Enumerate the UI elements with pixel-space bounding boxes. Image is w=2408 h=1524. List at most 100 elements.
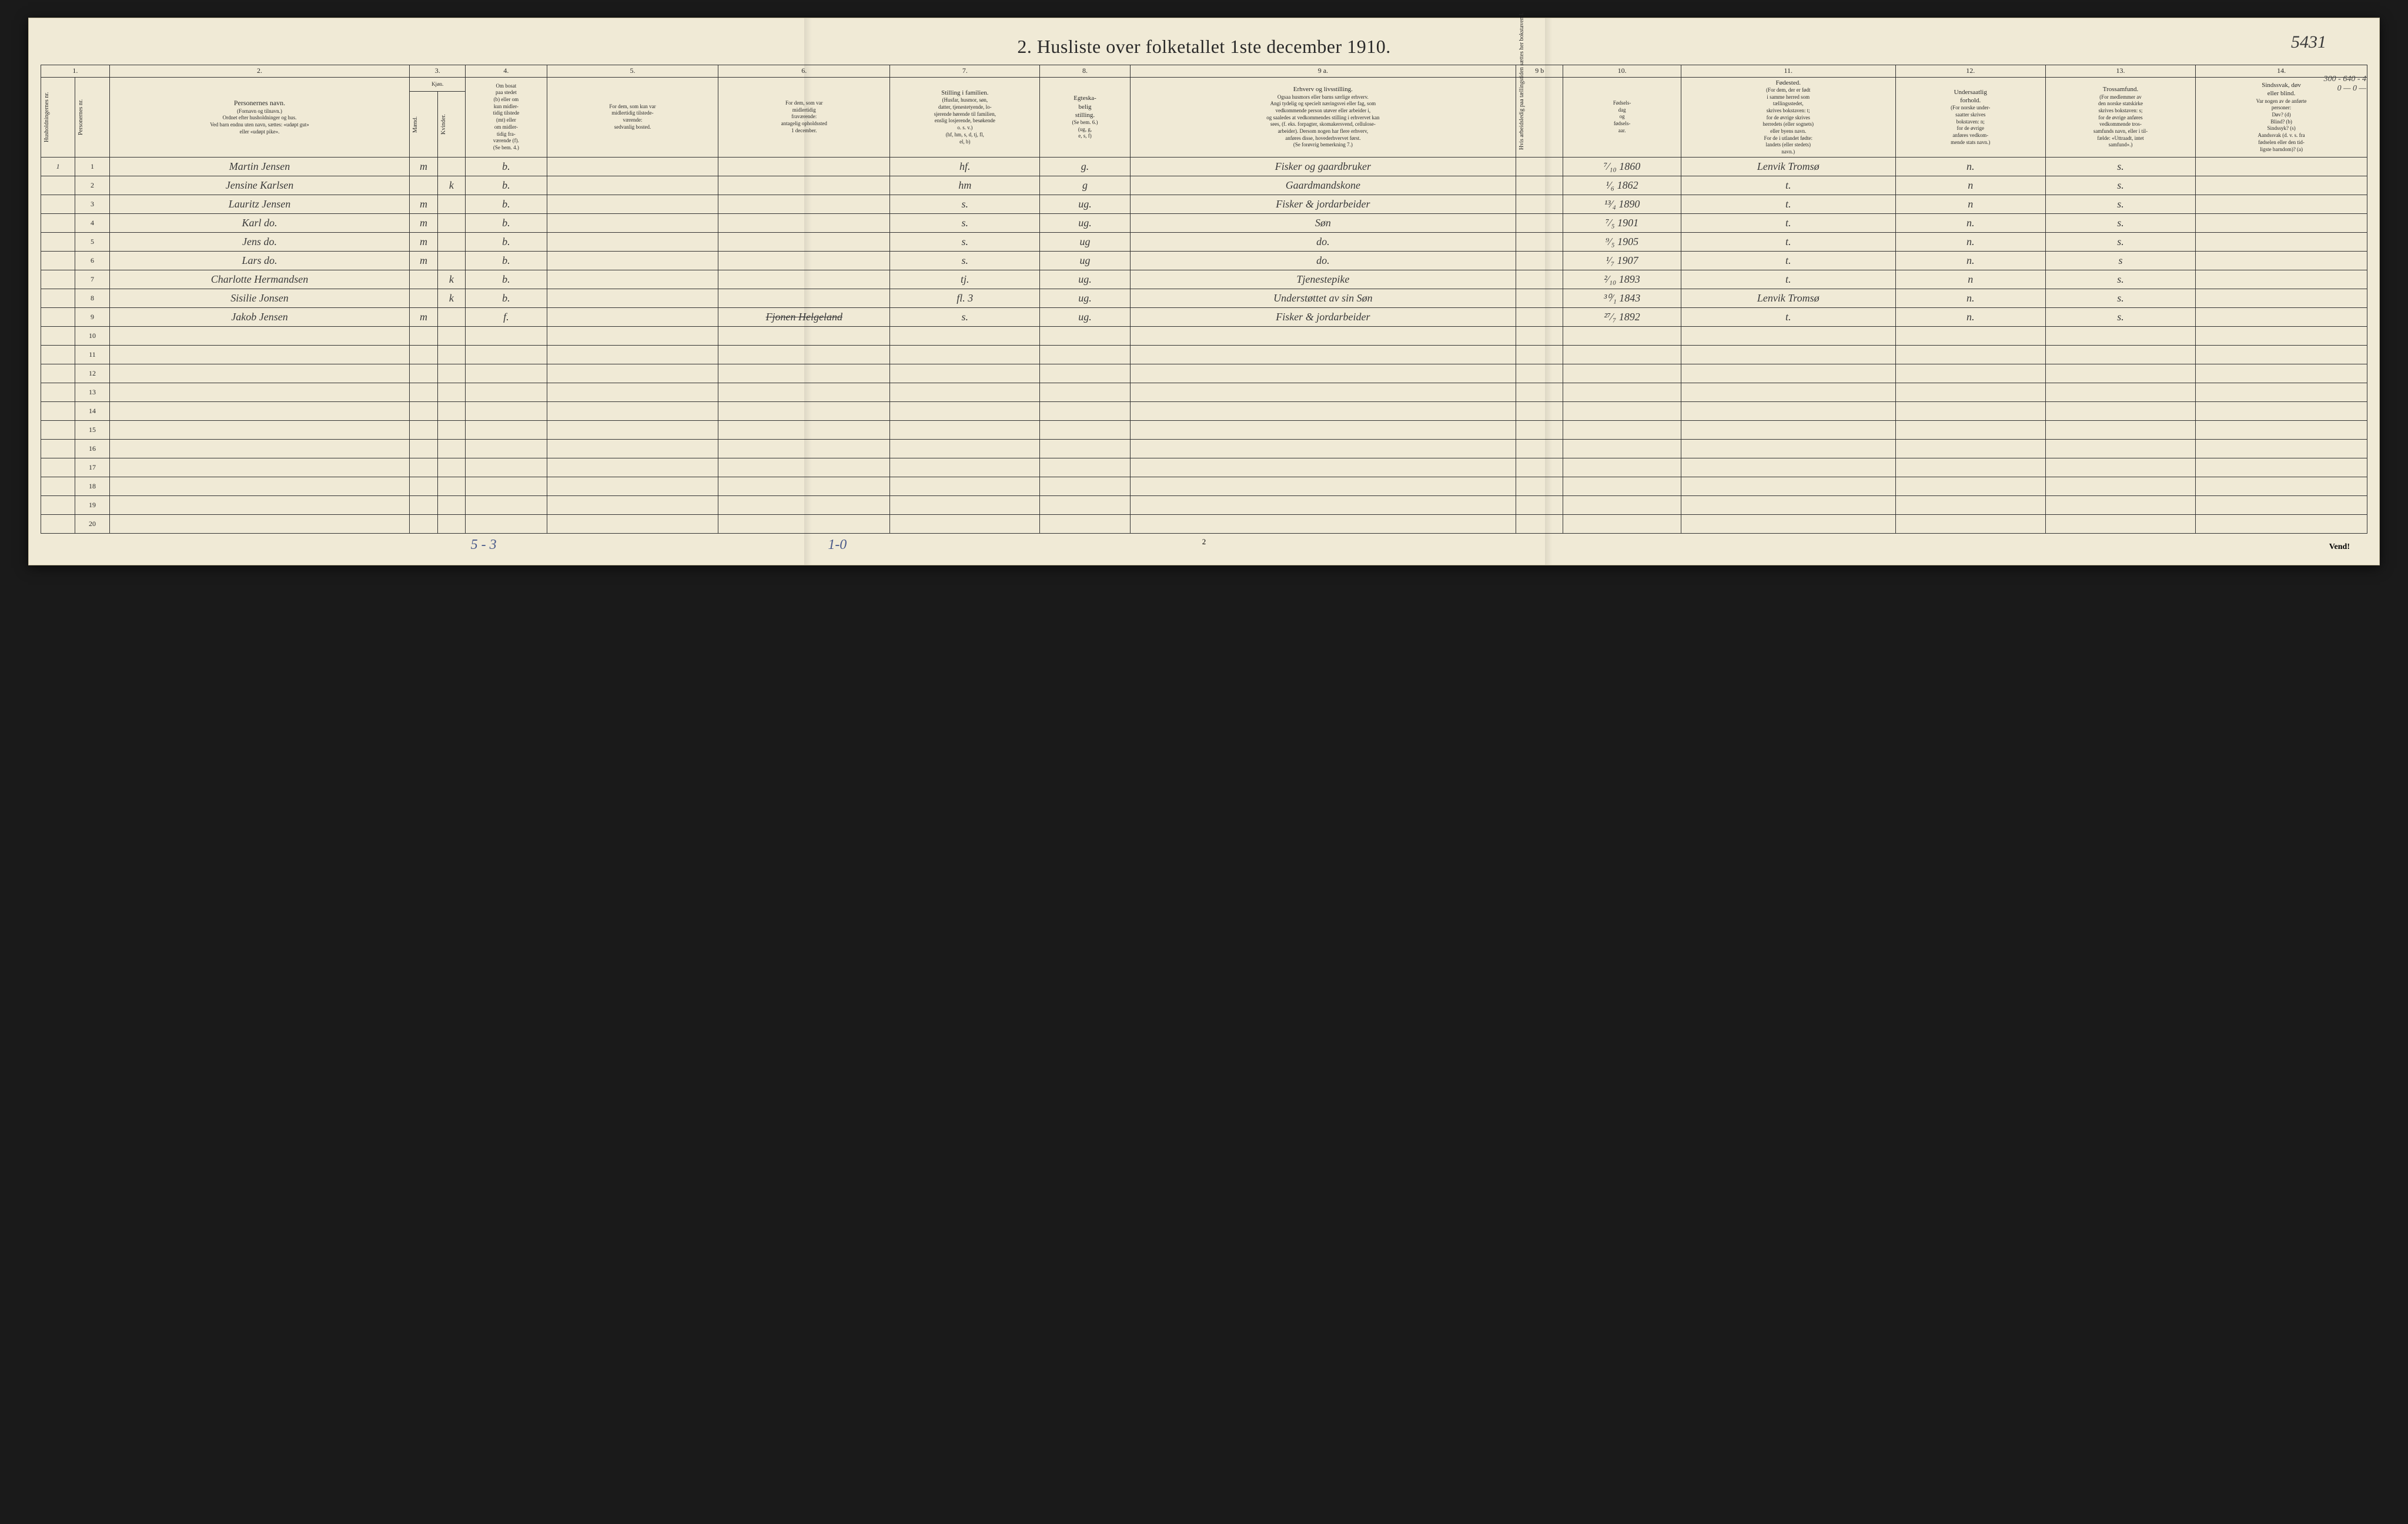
- cell-blank: [1681, 514, 1895, 533]
- title-row: 2. Husliste over folketallet 1ste decemb…: [41, 36, 2367, 58]
- cell-c6: [718, 213, 890, 232]
- hdr-c2: Personernes navn. (Fornavn og tilnavn.) …: [109, 77, 410, 157]
- cell-tros: s.: [2045, 270, 2195, 289]
- cell-fsted: t.: [1681, 213, 1895, 232]
- cell-blank: [2045, 420, 2195, 439]
- cell-blank: [1516, 383, 1563, 401]
- cell-fsted: Lenvik Tromsø: [1681, 157, 1895, 176]
- cell-blank: [410, 401, 437, 420]
- cell-bosat: b.: [466, 270, 547, 289]
- hdr-c9a: Erhverv og livsstilling. Ogsaa husmors e…: [1130, 77, 1516, 157]
- cell-blank: [109, 495, 410, 514]
- cell-stilling: s.: [890, 251, 1040, 270]
- cell-blank: [1040, 420, 1130, 439]
- cell-blank: [890, 326, 1040, 345]
- cell-blank: 10: [75, 326, 109, 345]
- cell-blank: [1563, 420, 1681, 439]
- table-row-blank: 11: [41, 345, 2367, 364]
- cell-blank: [466, 364, 547, 383]
- cell-sex-m: m: [410, 251, 437, 270]
- hdr-c3-m: Mænd.: [410, 92, 437, 157]
- cell-blank: [1895, 383, 2045, 401]
- cell-blank: [1130, 514, 1516, 533]
- cell-c5: [547, 289, 718, 307]
- margin-note-topright: 300 - 640 - 4 0 — 0 —: [2324, 75, 2366, 93]
- cell-under: n.: [1895, 213, 2045, 232]
- cell-blank: [466, 439, 547, 458]
- cell-stilling: s.: [890, 307, 1040, 326]
- cell-hhnr: [41, 251, 75, 270]
- cell-blank: [547, 420, 718, 439]
- cell-blank: [1040, 477, 1130, 495]
- cell-blank: [466, 383, 547, 401]
- cell-blank: [41, 458, 75, 477]
- table-row-blank: 14: [41, 401, 2367, 420]
- cell-blank: [109, 439, 410, 458]
- cell-blank: [2045, 401, 2195, 420]
- cell-blank: 16: [75, 439, 109, 458]
- cell-blank: [466, 477, 547, 495]
- cell-sex-m: m: [410, 195, 437, 213]
- cell-c14: [2196, 157, 2367, 176]
- cell-blank: [1130, 401, 1516, 420]
- cell-sex-k: [437, 307, 465, 326]
- table-header: 1. 2. 3. 4. 5. 6. 7. 8. 9 a. 9 b 10. 11.…: [41, 65, 2367, 158]
- cell-blank: [2045, 477, 2195, 495]
- cell-blank: [41, 345, 75, 364]
- cell-under: n.: [1895, 251, 2045, 270]
- cell-blank: [1563, 326, 1681, 345]
- cell-blank: [466, 420, 547, 439]
- cell-sex-m: m: [410, 307, 437, 326]
- cell-blank: [2196, 495, 2367, 514]
- cell-blank: [437, 364, 465, 383]
- table-body: 11Martin Jensenmb.hf.g.Fisker og gaardbr…: [41, 157, 2367, 533]
- cell-blank: [1130, 326, 1516, 345]
- hdr-c3-title: Kjøn.: [410, 77, 466, 92]
- cell-blank: [410, 439, 437, 458]
- cell-under: n.: [1895, 157, 2045, 176]
- cell-blank: [41, 364, 75, 383]
- cell-fdato: ¹⁄₆ 1862: [1563, 176, 1681, 195]
- cell-blank: [1516, 495, 1563, 514]
- cell-sex-k: k: [437, 176, 465, 195]
- cell-blank: [1516, 401, 1563, 420]
- cell-tros: s.: [2045, 176, 2195, 195]
- cell-blank: [1681, 345, 1895, 364]
- cell-blank: [1040, 458, 1130, 477]
- cell-bosat: f.: [466, 307, 547, 326]
- cell-bosat: b.: [466, 176, 547, 195]
- cell-blank: [890, 364, 1040, 383]
- cell-egt: ug.: [1040, 195, 1130, 213]
- cell-blank: [1895, 514, 2045, 533]
- cell-blank: [1681, 477, 1895, 495]
- cell-blank: [410, 514, 437, 533]
- cell-blank: [1895, 458, 2045, 477]
- cell-blank: [718, 364, 890, 383]
- cell-c9b: [1516, 176, 1563, 195]
- cell-blank: [890, 439, 1040, 458]
- cell-blank: [1681, 401, 1895, 420]
- cell-name: Jakob Jensen: [109, 307, 410, 326]
- cell-hhnr: [41, 289, 75, 307]
- table-row: 7Charlotte Hermandsenkb.tj.ug.Tjenestepi…: [41, 270, 2367, 289]
- cell-blank: [547, 495, 718, 514]
- cell-blank: [1130, 495, 1516, 514]
- cell-blank: [437, 458, 465, 477]
- cell-blank: 17: [75, 458, 109, 477]
- colnum-11: 11.: [1681, 65, 1895, 78]
- cell-blank: [1681, 383, 1895, 401]
- cell-blank: [1040, 383, 1130, 401]
- cell-under: n: [1895, 176, 2045, 195]
- cell-blank: [1563, 345, 1681, 364]
- cell-blank: [2196, 401, 2367, 420]
- cell-pnr: 5: [75, 232, 109, 251]
- hdr-c13-title: Trossamfund.: [2048, 85, 2193, 93]
- hdr-c1b-text: Personernes nr.: [77, 82, 85, 152]
- cell-blank: [1563, 439, 1681, 458]
- cell-sex-k: [437, 213, 465, 232]
- cell-c5: [547, 157, 718, 176]
- cell-blank: [1040, 514, 1130, 533]
- cell-blank: [1130, 383, 1516, 401]
- cell-hhnr: 1: [41, 157, 75, 176]
- cell-bosat: b.: [466, 213, 547, 232]
